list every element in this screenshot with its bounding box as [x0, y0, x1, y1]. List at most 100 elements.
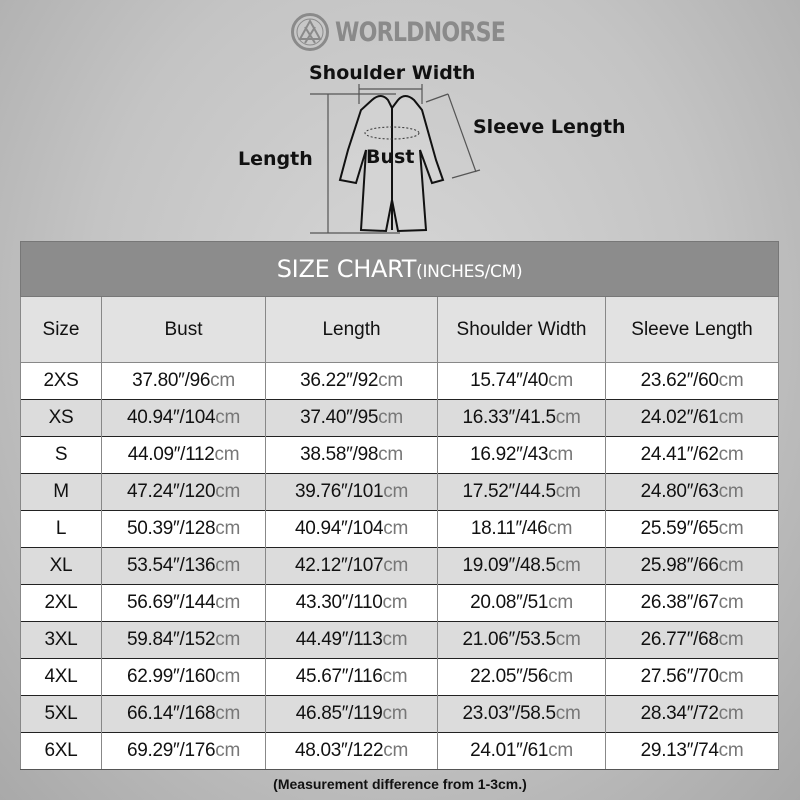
- title-text: SIZE CHART: [276, 255, 417, 283]
- cell-value: 2XS: [43, 370, 79, 391]
- cell-unit: cm: [718, 481, 744, 502]
- measurement-cell: 24.80″/63cm: [604, 473, 780, 511]
- measurement-cell: 62.99″/160cm: [101, 658, 266, 696]
- cell-unit: cm: [215, 740, 240, 761]
- measurement-cell: 59.84″/152cm: [101, 621, 266, 659]
- cell-value: 16.33″/41.5: [462, 407, 557, 428]
- cell-value: 23.03″/58.5: [462, 703, 557, 724]
- table-row: XL 53.54″/136cm 42.12″/107cm 19.09″/48.5cm 2…: [20, 547, 780, 585]
- table-row: 4XL 62.99″/160cm 45.67″/116cm 22.05″/56cm 27…: [20, 658, 780, 696]
- cell-value: 2XL: [44, 592, 78, 613]
- cell-value: 37.40″/95: [300, 407, 379, 428]
- cell-unit: cm: [548, 444, 573, 465]
- cell-unit: cm: [718, 740, 744, 761]
- cell-value: 36.22″/92: [300, 370, 379, 391]
- brand-logo: WORLDNORSE: [291, 13, 542, 51]
- cell-unit: cm: [215, 703, 240, 724]
- cell-value: 43.30″/110: [295, 592, 383, 613]
- cell-unit: cm: [718, 407, 744, 428]
- measurement-cell: 17.52″/44.5cm: [437, 473, 606, 511]
- cell-value: 25.98″/66: [640, 555, 719, 576]
- measurement-cell: 21.06″/53.5cm: [437, 621, 606, 659]
- cell-value: 24.02″/61: [640, 407, 719, 428]
- size-cell: XS: [20, 399, 102, 437]
- cell-value: 16.92″/43: [470, 444, 549, 465]
- measurement-cell: 37.40″/95cm: [265, 399, 438, 437]
- measurement-cell: 23.62″/60cm: [604, 362, 780, 400]
- measurement-cell: 42.12″/107cm: [265, 547, 438, 585]
- title-units: (INCHES/CM): [416, 262, 523, 282]
- cell-unit: cm: [548, 666, 573, 687]
- cell-value: XS: [48, 407, 74, 428]
- cell-unit: cm: [378, 444, 403, 465]
- cell-value: 19.09″/48.5: [462, 555, 557, 576]
- cell-unit: cm: [210, 370, 235, 391]
- table-row: 6XL 69.29″/176cm 48.03″/122cm 24.01″/61cm 29…: [20, 732, 780, 770]
- size-chart-table: SIZE CHART(INCHES/CM) Size Bust Length Shou…: [19, 241, 780, 770]
- cell-value: 17.52″/44.5: [462, 481, 557, 502]
- measurement-cell: 56.69″/144cm: [101, 584, 266, 622]
- cell-value: S: [54, 444, 68, 465]
- size-cell: 6XL: [20, 732, 102, 770]
- measurement-cell: 43.30″/110cm: [265, 584, 438, 622]
- cell-value: 25.59″/65: [640, 518, 719, 539]
- cell-unit: cm: [215, 555, 240, 576]
- measurement-cell: 45.67″/116cm: [265, 658, 438, 696]
- cell-unit: cm: [718, 703, 744, 724]
- measurement-cell: 25.98″/66cm: [604, 547, 780, 585]
- cell-value: 20.08″/51: [470, 592, 549, 613]
- cell-unit: cm: [382, 666, 408, 687]
- cell-unit: cm: [215, 629, 240, 650]
- cell-value: XL: [49, 555, 73, 576]
- cell-unit: cm: [382, 703, 408, 724]
- cell-unit: cm: [547, 518, 573, 539]
- cell-value: 44.09″/112: [127, 444, 215, 465]
- cell-value: 4XL: [44, 666, 78, 687]
- cell-value: 47.24″/120: [127, 481, 216, 502]
- size-cell: 4XL: [20, 658, 102, 696]
- cell-value: 66.14″/168: [127, 703, 216, 724]
- cell-unit: cm: [555, 481, 581, 502]
- cell-value: 15.74″/40: [470, 370, 549, 391]
- measurement-cell: 15.74″/40cm: [437, 362, 606, 400]
- cell-value: 24.80″/63: [640, 481, 719, 502]
- measurement-cell: 66.14″/168cm: [101, 695, 266, 733]
- cell-value: 21.06″/53.5: [462, 629, 557, 650]
- table-row: 3XL 59.84″/152cm 44.49″/113cm 21.06″/53.5cm…: [20, 621, 780, 659]
- table-row: 2XS 37.80″/96cm 36.22″/92cm 15.74″/40cm 23.6…: [20, 362, 780, 400]
- cell-value: 29.13″/74: [640, 740, 719, 761]
- measurement-cell: 40.94″/104cm: [101, 399, 266, 437]
- cell-value: 69.29″/176: [127, 740, 216, 761]
- measurement-cell: 24.02″/61cm: [604, 399, 780, 437]
- measurement-cell: 22.05″/56cm: [437, 658, 606, 696]
- cell-unit: cm: [718, 592, 744, 613]
- cell-value: 6XL: [44, 740, 78, 761]
- measurement-cell: 46.85″/119cm: [265, 695, 438, 733]
- garment-diagram: Shoulder Width Sleeve Length Length Bust: [0, 0, 800, 240]
- measurement-cell: 18.11″/46cm: [437, 510, 606, 548]
- cell-value: 18.11″/46: [470, 518, 548, 539]
- column-header: Sleeve Length: [604, 296, 780, 363]
- cell-value: 40.94″/104: [295, 518, 384, 539]
- measurement-cell: 24.41″/62cm: [604, 436, 780, 474]
- cell-unit: cm: [215, 481, 240, 502]
- bust-label: Bust: [366, 146, 415, 168]
- measurement-cell: 50.39″/128cm: [101, 510, 266, 548]
- cell-value: 26.38″/67: [640, 592, 719, 613]
- measurement-note: (Measurement difference from 1-3cm.): [273, 776, 527, 792]
- measurement-cell: 53.54″/136cm: [101, 547, 266, 585]
- cell-unit: cm: [214, 444, 240, 465]
- table-row: S 44.09″/112cm 38.58″/98cm 16.92″/43cm 24.41…: [20, 436, 780, 474]
- sleeve-length-label: Sleeve Length: [473, 116, 626, 138]
- length-label: Length: [238, 148, 313, 170]
- measurement-cell: 69.29″/176cm: [101, 732, 266, 770]
- column-header: Bust: [101, 296, 266, 363]
- table-row: 5XL 66.14″/168cm 46.85″/119cm 23.03″/58.5cm…: [20, 695, 780, 733]
- header-row: Size Bust Length Shoulder Width Sleeve Lengt…: [20, 296, 780, 363]
- cell-value: 28.34″/72: [640, 703, 719, 724]
- cell-unit: cm: [383, 555, 408, 576]
- cell-value: 42.12″/107: [295, 555, 384, 576]
- hoodie-robe-outline-icon: [310, 84, 481, 234]
- column-header: Size: [20, 296, 102, 363]
- measurement-cell: 48.03″/122cm: [265, 732, 438, 770]
